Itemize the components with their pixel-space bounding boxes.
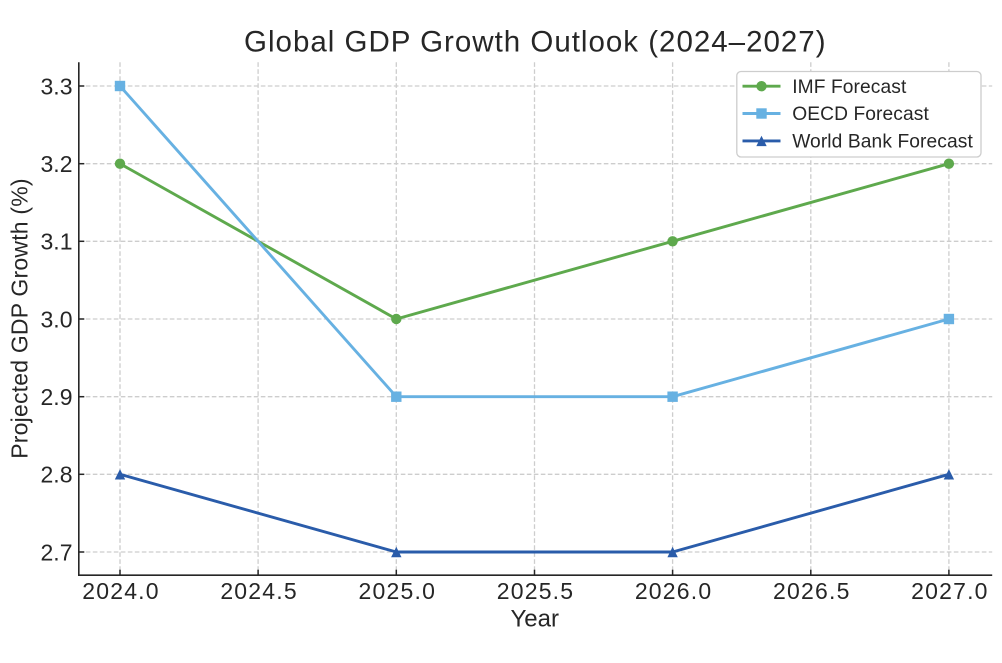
svg-text:3.3: 3.3 [41, 73, 73, 99]
svg-text:2026.5: 2026.5 [773, 578, 851, 604]
svg-text:Year: Year [510, 606, 559, 633]
svg-text:Global GDP Growth Outlook (202: Global GDP Growth Outlook (2024–2027) [244, 26, 827, 59]
svg-text:2024.5: 2024.5 [220, 578, 298, 604]
svg-text:2027.0: 2027.0 [911, 578, 989, 604]
svg-text:World Bank Forecast: World Bank Forecast [792, 132, 973, 153]
svg-text:2.7: 2.7 [41, 539, 73, 565]
svg-text:OECD Forecast: OECD Forecast [792, 104, 929, 125]
svg-text:3.0: 3.0 [41, 306, 73, 332]
svg-text:IMF Forecast: IMF Forecast [792, 77, 907, 98]
svg-text:2024.0: 2024.0 [82, 578, 160, 604]
svg-text:2025.0: 2025.0 [359, 578, 437, 604]
svg-text:2025.5: 2025.5 [497, 578, 575, 604]
svg-text:2.9: 2.9 [41, 384, 73, 410]
svg-text:2.8: 2.8 [41, 462, 73, 488]
svg-text:3.1: 3.1 [41, 229, 73, 255]
svg-text:Projected GDP Growth (%): Projected GDP Growth (%) [7, 178, 33, 458]
svg-text:2026.0: 2026.0 [635, 578, 713, 604]
svg-text:3.2: 3.2 [41, 151, 73, 177]
